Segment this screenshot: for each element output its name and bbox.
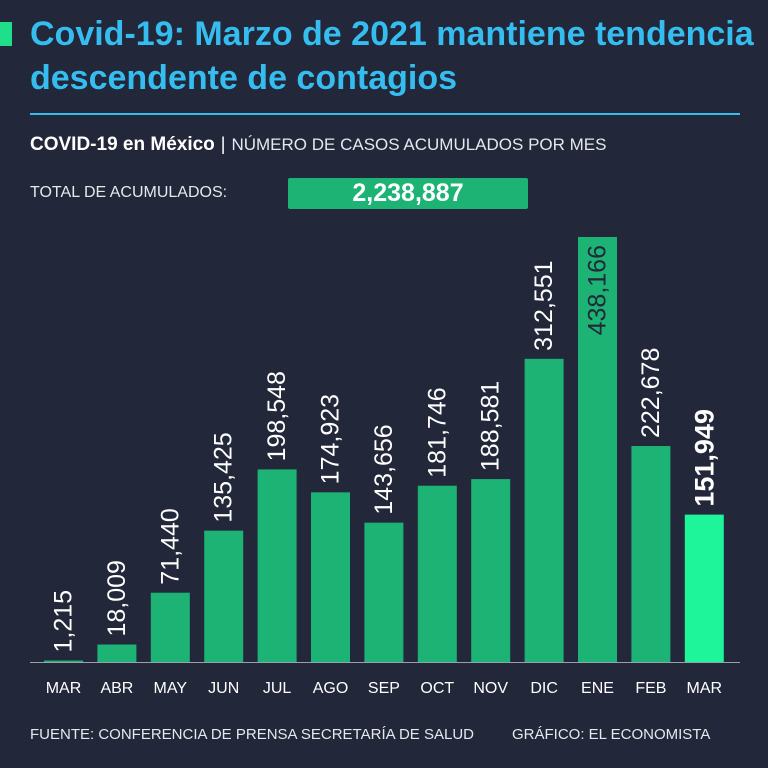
subtitle-separator: | <box>220 134 226 154</box>
value-label-12: 151,949 <box>689 409 719 507</box>
category-label-12: MAR <box>687 680 723 697</box>
bar-oct-7 <box>417 485 457 662</box>
bar-ago-5 <box>311 492 350 662</box>
category-label-7: OCT <box>420 680 454 697</box>
footer-credit: GRÁFICO: EL ECONOMISTA <box>512 726 711 743</box>
total-label: TOTAL DE ACUMULADOS: <box>30 184 228 201</box>
category-label-3: JUN <box>208 680 239 697</box>
bar-mar-0 <box>44 660 83 662</box>
total-value: 2,238,887 <box>352 179 464 207</box>
value-label-9: 312,551 <box>530 260 558 350</box>
value-label-1: 18,009 <box>103 560 131 636</box>
category-label-4: JUL <box>263 680 292 697</box>
value-label-8: 188,581 <box>477 381 505 471</box>
value-label-10: 438,166 <box>584 245 612 335</box>
value-label-4: 198,548 <box>263 371 291 461</box>
value-label-5: 174,923 <box>317 394 345 484</box>
category-label-11: FEB <box>635 680 666 697</box>
bar-sep-6 <box>364 522 404 662</box>
category-label-1: ABR <box>100 680 133 697</box>
bar-feb-11 <box>631 446 671 662</box>
category-label-2: MAY <box>154 680 188 697</box>
category-label-10: ENE <box>581 680 614 697</box>
subtitle-country: COVID-19 en México <box>30 134 215 155</box>
chart-subtitle: COVID-19 en México | NÚMERO DE CASOS ACUMU… <box>30 134 606 156</box>
accent-bar <box>0 22 12 46</box>
value-label-3: 135,425 <box>210 432 238 522</box>
value-label-11: 222,678 <box>637 348 665 438</box>
total-value-badge: 2,238,887 <box>288 178 528 209</box>
value-label-7: 181,746 <box>423 387 451 477</box>
bar-ene-10 <box>578 237 617 662</box>
bar-jul-4 <box>257 469 297 662</box>
bar-dic-9 <box>524 358 564 662</box>
subtitle-description: NÚMERO DE CASOS ACUMULADOS POR MES <box>231 135 607 154</box>
bar-abr-1 <box>97 644 137 662</box>
title-divider <box>30 113 740 115</box>
footer-source: FUENTE: CONFERENCIA DE PRENSA SECRETARÍA… <box>30 726 474 743</box>
page-title: Covid-19: Marzo de 2021 mantiene tendenc… <box>30 15 754 97</box>
bar-may-2 <box>150 592 190 662</box>
bar-mar-12 <box>684 514 724 662</box>
bar-jun-3 <box>204 530 244 662</box>
value-label-2: 71,440 <box>156 508 184 584</box>
value-label-6: 143,656 <box>370 424 398 514</box>
category-label-8: NOV <box>473 680 508 697</box>
bar-nov-8 <box>471 479 511 662</box>
category-label-9: DIC <box>530 680 558 697</box>
category-label-0: MAR <box>46 680 82 697</box>
value-label-0: 1,215 <box>50 590 78 653</box>
category-label-5: AGO <box>313 680 349 697</box>
category-label-6: SEP <box>368 680 400 697</box>
